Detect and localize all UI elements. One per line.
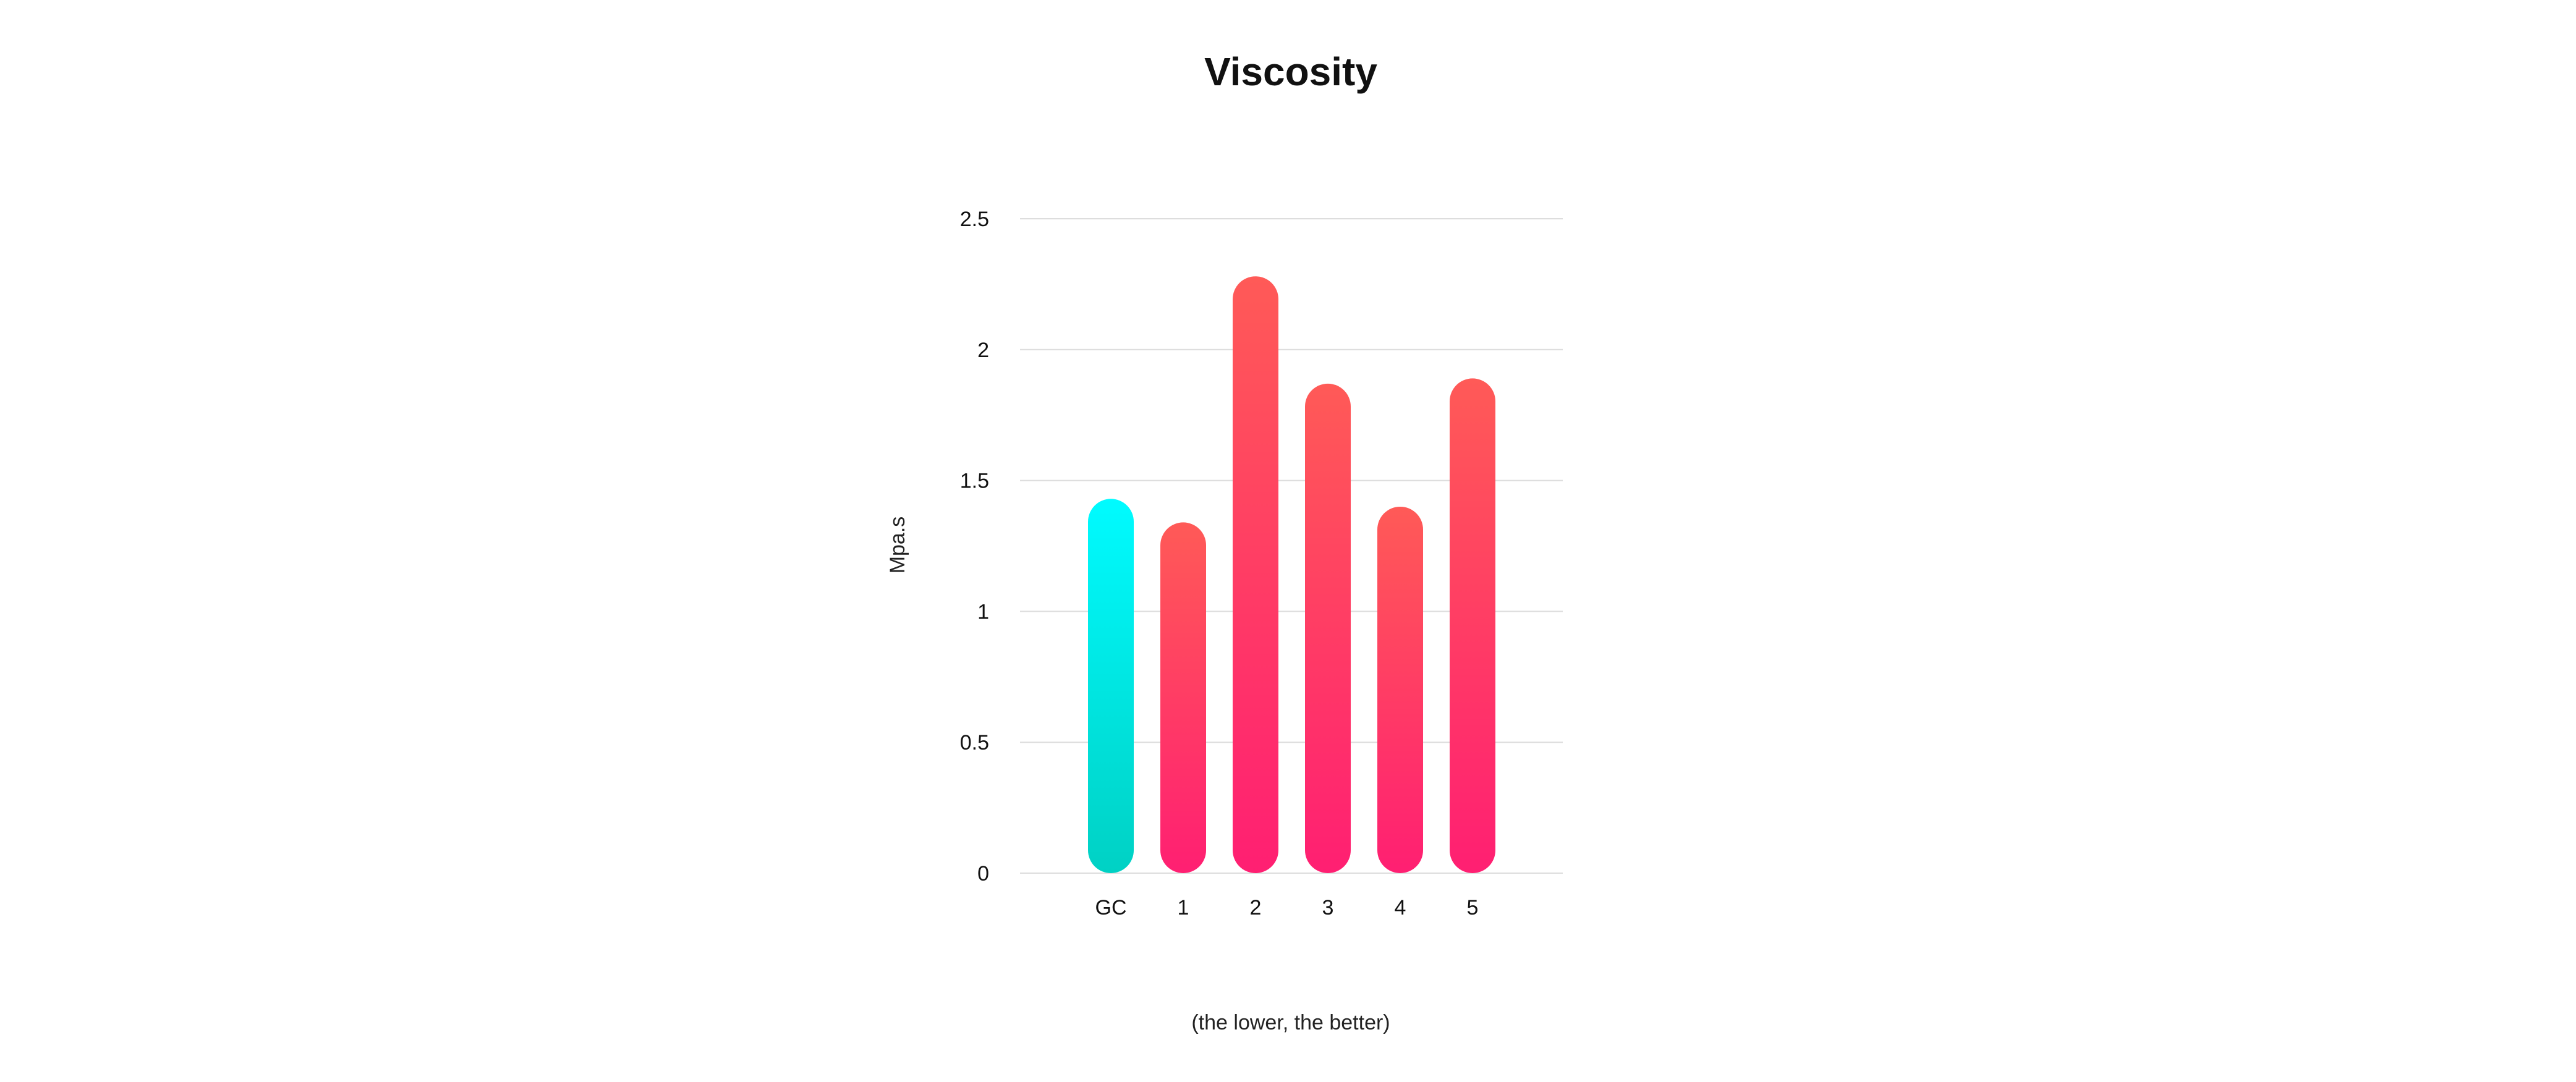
y-tick-label: 0 (977, 862, 989, 885)
bar-gc (1088, 499, 1134, 873)
y-axis-tick-labels: 0 0.5 1 1.5 2 2.5 (960, 208, 989, 885)
bar-4 (1377, 506, 1423, 873)
y-tick-label: 1 (977, 600, 989, 623)
x-tick-label: 3 (1322, 896, 1334, 919)
x-tick-label: 4 (1395, 896, 1406, 919)
x-tick-label: GC (1095, 896, 1127, 919)
x-tick-label: 2 (1250, 896, 1262, 919)
bars (1088, 276, 1495, 873)
y-tick-label: 1.5 (960, 470, 989, 493)
y-tick-label: 0.5 (960, 731, 989, 754)
chart-caption: (the lower, the better) (1191, 1011, 1390, 1034)
x-axis-tick-labels: GC 1 2 3 4 5 (1095, 896, 1479, 919)
x-tick-label: 5 (1467, 896, 1479, 919)
bar-3 (1305, 383, 1351, 873)
y-tick-label: 2.5 (960, 208, 989, 231)
bar-1 (1160, 522, 1206, 873)
y-tick-label: 2 (977, 339, 989, 362)
chart-title: Viscosity (1204, 49, 1377, 94)
bar-5 (1450, 378, 1495, 873)
bar-2 (1233, 276, 1278, 873)
x-tick-label: 1 (1178, 896, 1189, 919)
y-axis-label: Mpa.s (886, 517, 909, 574)
